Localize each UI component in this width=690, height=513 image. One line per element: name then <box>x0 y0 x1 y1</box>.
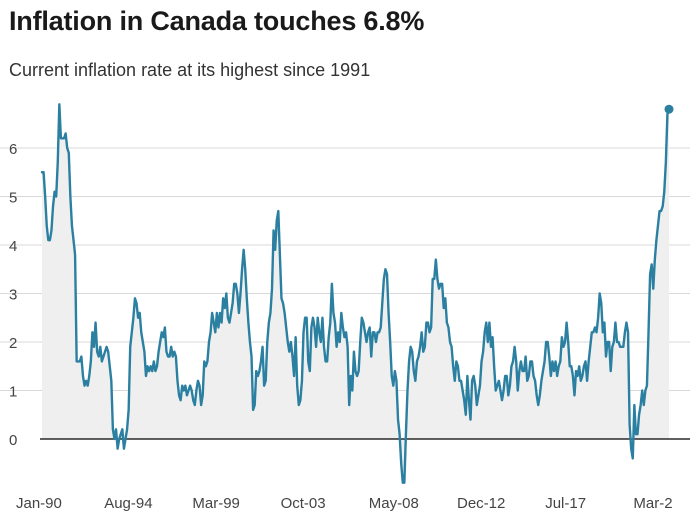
y-tick-label-6: 6 <box>9 141 17 158</box>
chart-title: Inflation in Canada touches 6.8% <box>9 6 425 36</box>
y-tick-label-4: 4 <box>9 238 17 255</box>
series-line-inflation <box>40 103 671 484</box>
x-tick-label: Oct-03 <box>281 495 326 512</box>
x-tick-label: Dec-12 <box>457 495 505 512</box>
y-tick-label-3: 3 <box>9 287 17 304</box>
x-tick-label: Mar-2 <box>633 495 672 512</box>
y-axis-ticks: 0 1 2 3 4 5 6 <box>9 141 17 449</box>
y-tick-label-0: 0 <box>9 432 17 449</box>
x-tick-label: Jan-90 <box>16 495 62 512</box>
x-axis-ticks: Jan-90 Aug-94 Mar-99 Oct-03 May-08 Dec-12 Jul-… <box>16 495 673 512</box>
latest-value-marker <box>664 104 674 114</box>
y-tick-label-5: 5 <box>9 190 17 207</box>
x-tick-label: Mar-99 <box>192 495 240 512</box>
x-tick-label: Aug-94 <box>104 495 152 512</box>
y-tick-label-2: 2 <box>9 335 17 352</box>
x-tick-label: Jul-17 <box>545 495 586 512</box>
x-tick-label: May-08 <box>369 495 419 512</box>
chart-subtitle: Current inflation rate at its highest si… <box>9 60 371 80</box>
y-tick-label-1: 1 <box>9 384 17 401</box>
